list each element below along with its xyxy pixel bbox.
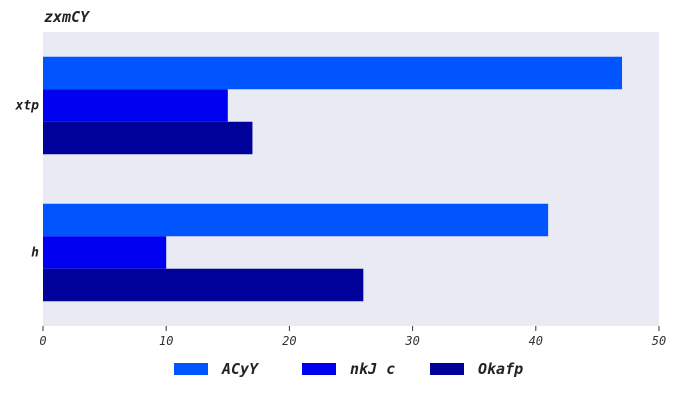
x-tick-label: 50 [652,334,666,348]
legend-swatch [174,363,208,375]
legend-label: ACyY [221,360,259,378]
bar-xtp-Okafp [43,121,253,155]
legend-swatch [302,363,336,375]
bar-h-Okafp [43,268,364,302]
x-tick-label: 10 [159,334,173,348]
y-tick-label: h [31,246,39,261]
legend-swatch [430,363,464,375]
legend-label: nkJ c [350,360,395,378]
x-tick-label: 0 [39,334,46,348]
legend-label: Okafp [478,360,523,378]
x-tick-label: 30 [404,334,419,348]
bar-h-ACyY [43,203,549,237]
x-tick-label: 20 [282,334,296,348]
chart-title: zxmCY [44,8,90,26]
bar-xtp-nkJ-c [43,89,228,122]
y-tick-label: xtp [15,99,40,114]
bar-h-nkJ-c [43,236,167,269]
bar-xtp-ACyY [43,56,623,90]
x-tick-label: 40 [529,334,543,348]
